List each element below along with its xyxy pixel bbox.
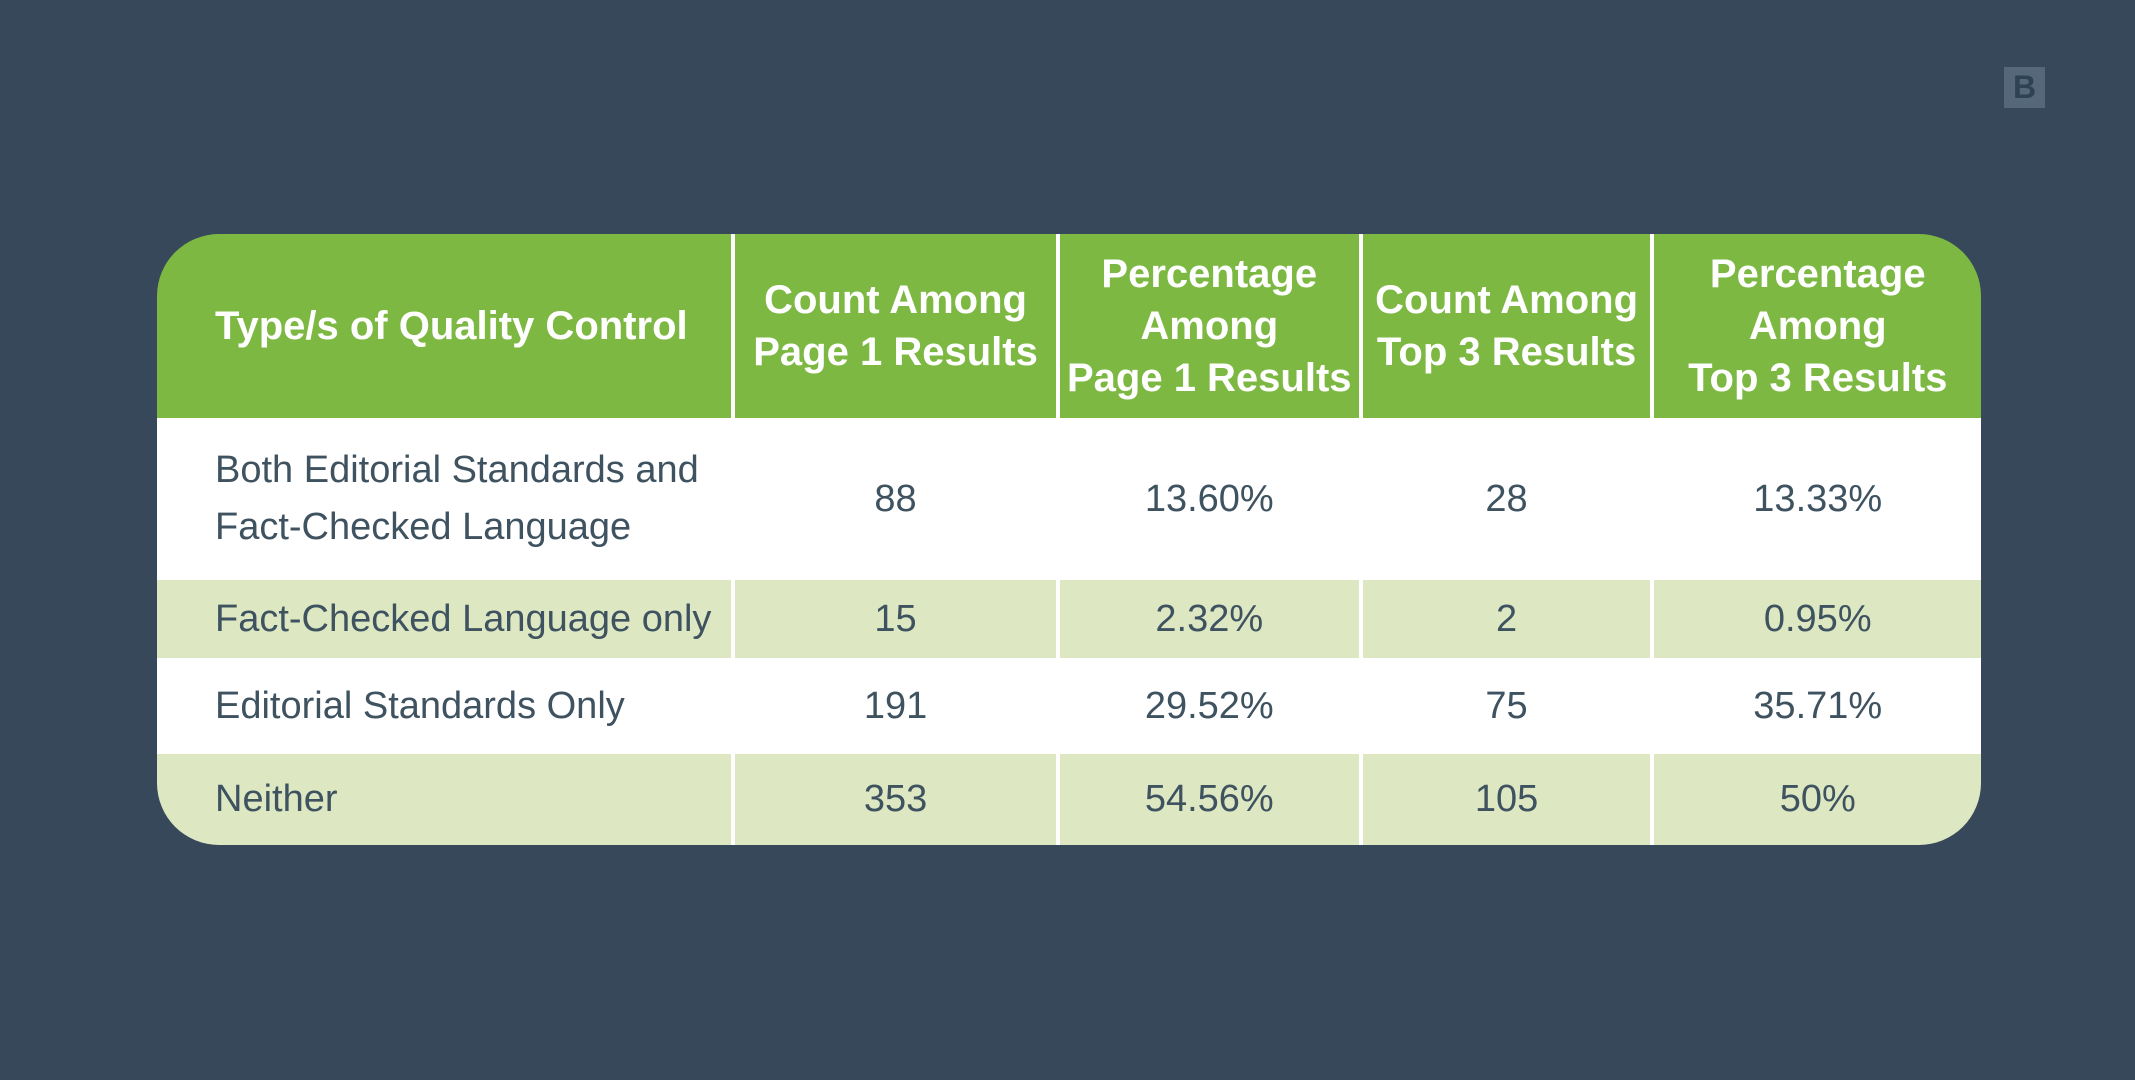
- value-cell: 35.71%: [1654, 662, 1981, 754]
- value-cell: 54.56%: [1059, 754, 1363, 845]
- table-row: Fact-Checked Language only 15 2.32% 2 0.…: [157, 580, 1981, 662]
- column-header-type-of-quality-control: Type/s of Quality Control: [157, 234, 736, 422]
- row-label-cell: Neither: [157, 754, 736, 845]
- value-cell: 50%: [1654, 754, 1981, 845]
- column-header-percentage-page1: Percentage Among Page 1 Results: [1059, 234, 1363, 422]
- value-cell: 88: [735, 422, 1060, 580]
- value-cell: 2.32%: [1059, 580, 1363, 662]
- column-header-count-page1: Count Among Page 1 Results: [735, 234, 1060, 422]
- value-cell: 353: [735, 754, 1060, 845]
- column-header-percentage-top3: Percentage Among Top 3 Results: [1654, 234, 1981, 422]
- column-header-count-top3: Count Among Top 3 Results: [1362, 234, 1655, 422]
- header-row: Type/s of Quality Control Count Among Pa…: [157, 234, 1981, 422]
- quality-control-table: Type/s of Quality Control Count Among Pa…: [157, 234, 1981, 845]
- value-cell: 0.95%: [1654, 580, 1981, 662]
- value-cell: 13.33%: [1654, 422, 1981, 580]
- brand-logo: B: [2004, 67, 2045, 108]
- value-cell: 28: [1362, 422, 1655, 580]
- value-cell: 105: [1362, 754, 1655, 845]
- quality-control-table-container: Type/s of Quality Control Count Among Pa…: [157, 234, 1981, 845]
- value-cell: 15: [735, 580, 1060, 662]
- brand-logo-letter: B: [2012, 69, 2037, 105]
- value-cell: 75: [1362, 662, 1655, 754]
- value-cell: 191: [735, 662, 1060, 754]
- row-label-cell: Both Editorial Standards and Fact-Checke…: [157, 422, 736, 580]
- value-cell: 2: [1362, 580, 1655, 662]
- table-row: Editorial Standards Only 191 29.52% 75 3…: [157, 662, 1981, 754]
- row-label-cell: Fact-Checked Language only: [157, 580, 736, 662]
- table-row: Both Editorial Standards and Fact-Checke…: [157, 422, 1981, 580]
- value-cell: 13.60%: [1059, 422, 1363, 580]
- row-label-cell: Editorial Standards Only: [157, 662, 736, 754]
- value-cell: 29.52%: [1059, 662, 1363, 754]
- table-row: Neither 353 54.56% 105 50%: [157, 754, 1981, 845]
